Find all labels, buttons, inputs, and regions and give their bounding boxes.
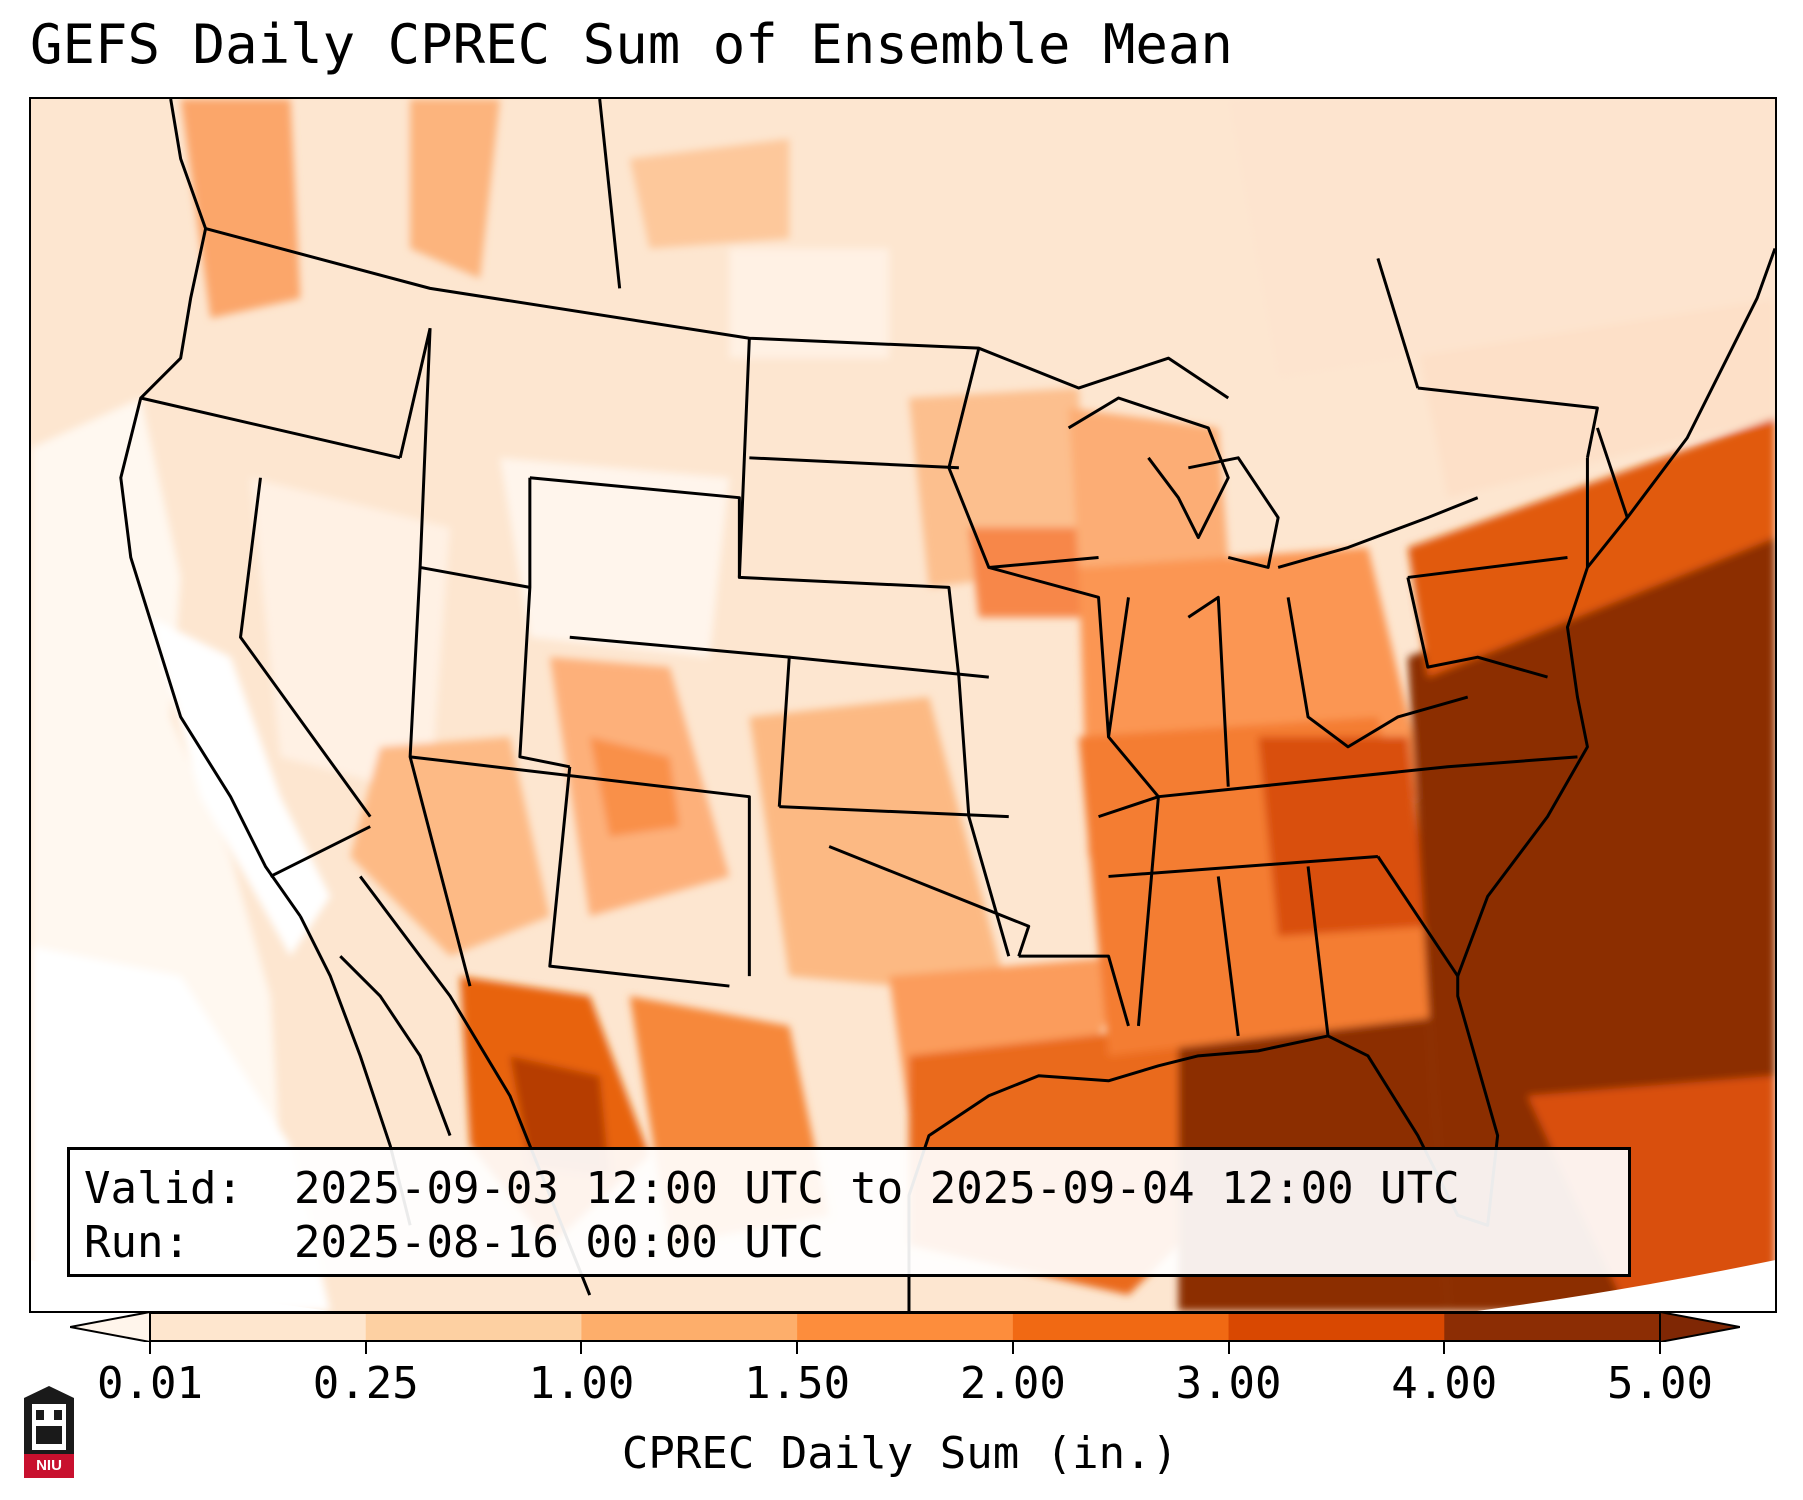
colorbar-tick-mark [1659,1342,1661,1354]
colorbar-label: CPREC Daily Sum (in.) [621,1428,1179,1479]
valid-label: Valid: [84,1163,243,1214]
valid-time-box: Valid: 2025-09-03 12:00 UTC to 2025-09-04… [67,1147,1631,1277]
colorbar-segment [1444,1313,1661,1341]
colorbar-segment [797,1313,1014,1341]
colorbar-tick-label: 0.01 [97,1358,203,1409]
colorbar-segment [1228,1313,1445,1341]
colorbar-segment [581,1313,798,1341]
colorbar-segment [150,1313,367,1341]
colorbar-tick-mark [580,1342,583,1354]
colorbar-tick-mark [1443,1342,1446,1354]
colorbar-tick-mark [149,1342,151,1354]
colorbar-over-arrow [1659,1312,1740,1342]
state-boundaries [119,99,1775,1311]
projection-edge [31,1260,1775,1311]
colorbar-segments [150,1313,1661,1341]
colorbar-tick-label: 0.25 [312,1358,419,1409]
colorbar-tick-label: 5.00 [1607,1358,1713,1409]
colorbar [70,1312,1740,1342]
map-title: GEFS Daily CPREC Sum of Ensemble Mean [30,13,1233,76]
precipitation-map [29,97,1777,1313]
colorbar-tick-mark [1227,1342,1230,1354]
niu-tower-shield-icon: NIU [20,1384,78,1480]
run-label: Run: [84,1217,190,1268]
colorbar-tick-mark [1011,1342,1014,1354]
run-row: Run: 2025-08-16 00:00 UTC [84,1216,1628,1270]
precipitation-map-canvas [31,99,1775,1311]
colorbar-tick-mark [364,1342,367,1354]
colorbar-tick-label: 3.00 [1175,1358,1282,1409]
colorbar-segment [1012,1313,1230,1341]
colorbar-outline [149,1312,1661,1342]
valid-value: 2025-09-03 12:00 UTC to 2025-09-04 12:00… [294,1163,1460,1214]
colorbar-tick-mark [796,1342,799,1354]
run-value: 2025-08-16 00:00 UTC [294,1217,824,1268]
colorbar-under-arrow [70,1312,151,1342]
valid-row: Valid: 2025-09-03 12:00 UTC to 2025-09-04… [84,1162,1628,1216]
colorbar-segment [365,1313,582,1341]
colorbar-tick-label: 4.00 [1391,1358,1498,1409]
colorbar-tick-label: 1.00 [528,1358,635,1409]
colorbar-tick-label: 1.50 [744,1358,851,1409]
logo-text: NIU [36,1457,62,1474]
colorbar-tick-label: 2.00 [959,1358,1066,1409]
precip-field [31,99,1775,1311]
